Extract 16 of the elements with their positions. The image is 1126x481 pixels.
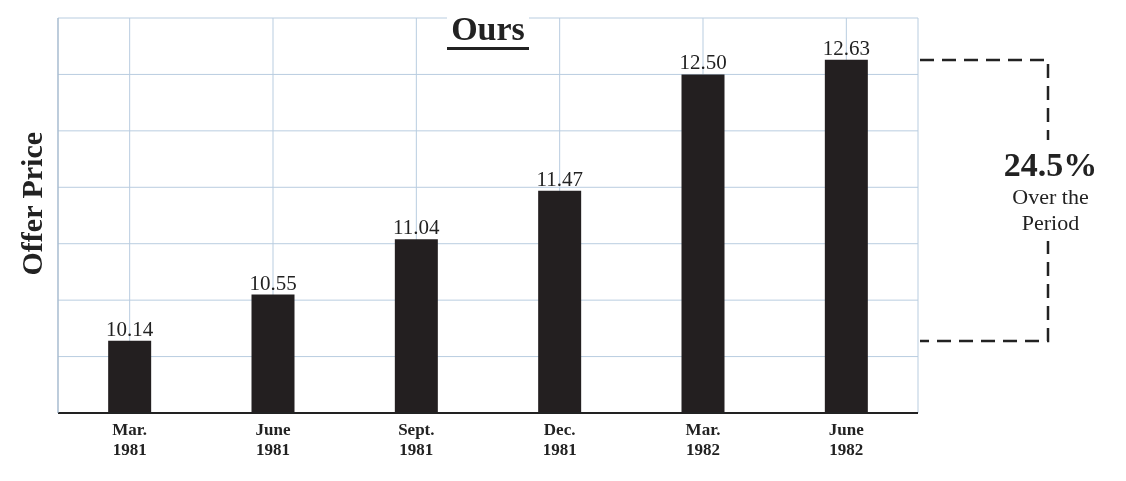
data-label: 12.50 (679, 50, 727, 75)
chart-title: Ours (447, 10, 529, 50)
text: Over the Period (1011, 184, 1090, 235)
data-label: 11.04 (393, 215, 441, 240)
text: 24.5% (1002, 146, 1099, 185)
x-tick-label: Mar. 1982 (685, 420, 721, 459)
x-tick-label: Mar. 1981 (112, 420, 148, 459)
data-label: 10.55 (249, 270, 297, 295)
x-tick-label: Sept. 1981 (398, 420, 435, 459)
data-label: 12.63 (822, 35, 870, 60)
x-tick-label: Dec. 1981 (542, 420, 577, 459)
x-tick-label: June 1981 (255, 420, 291, 459)
data-label: 10.14 (106, 316, 154, 341)
data-label: 11.47 (536, 166, 583, 191)
x-tick-label: June 1982 (828, 420, 865, 459)
y-axis-title: Offer Price (14, 131, 48, 276)
